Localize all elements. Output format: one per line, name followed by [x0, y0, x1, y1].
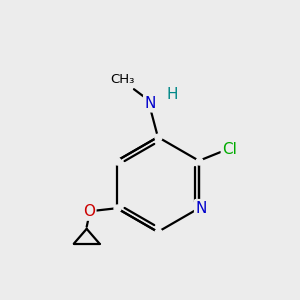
Text: N: N — [196, 201, 207, 216]
Text: Cl: Cl — [223, 142, 237, 157]
Text: O: O — [83, 204, 95, 219]
Text: H: H — [166, 87, 178, 102]
Text: CH₃: CH₃ — [111, 73, 135, 86]
Text: N: N — [145, 96, 156, 111]
